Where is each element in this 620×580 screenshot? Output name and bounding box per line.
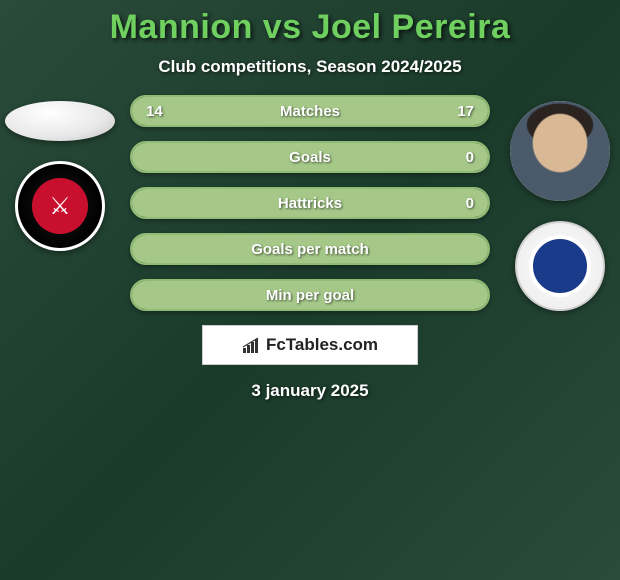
stat-left-value: 14 <box>146 103 163 120</box>
left-club-badge: ⚔ <box>15 161 105 251</box>
stat-label: Hattricks <box>278 195 342 212</box>
stat-label: Min per goal <box>266 287 354 304</box>
right-club-badge <box>515 221 605 311</box>
page-title: Mannion vs Joel Pereira <box>0 8 620 47</box>
stat-row-gpm: Goals per match <box>130 233 490 265</box>
reading-inner-icon <box>529 235 591 297</box>
left-player-column: ⚔ <box>0 95 120 251</box>
stat-row-goals: Goals 0 <box>130 141 490 173</box>
right-player-column <box>500 95 620 311</box>
stat-label: Goals <box>289 149 331 166</box>
stat-row-matches: 14 Matches 17 <box>130 95 490 127</box>
stat-right-value: 0 <box>466 195 474 212</box>
chart-bars-icon <box>242 336 262 354</box>
stat-right-value: 0 <box>466 149 474 166</box>
comparison-card: Mannion vs Joel Pereira Club competition… <box>0 0 620 401</box>
watermark-text: FcTables.com <box>266 335 378 355</box>
watermark: FcTables.com <box>202 325 418 365</box>
sword-icon: ⚔ <box>49 192 71 221</box>
right-player-photo <box>510 101 610 201</box>
stat-row-mpg: Min per goal <box>130 279 490 311</box>
stat-right-value: 17 <box>457 103 474 120</box>
subtitle: Club competitions, Season 2024/2025 <box>0 57 620 77</box>
player-face-icon <box>510 101 610 201</box>
stat-row-hattricks: Hattricks 0 <box>130 187 490 219</box>
charlton-inner-icon: ⚔ <box>32 178 88 234</box>
stat-label: Matches <box>280 103 340 120</box>
main-row: ⚔ 14 Matches 17 Goals 0 Hattricks <box>0 95 620 311</box>
date-line: 3 january 2025 <box>0 381 620 401</box>
stat-label: Goals per match <box>251 241 369 258</box>
stats-column: 14 Matches 17 Goals 0 Hattricks 0 Goals … <box>120 95 500 311</box>
left-player-photo <box>5 101 115 141</box>
